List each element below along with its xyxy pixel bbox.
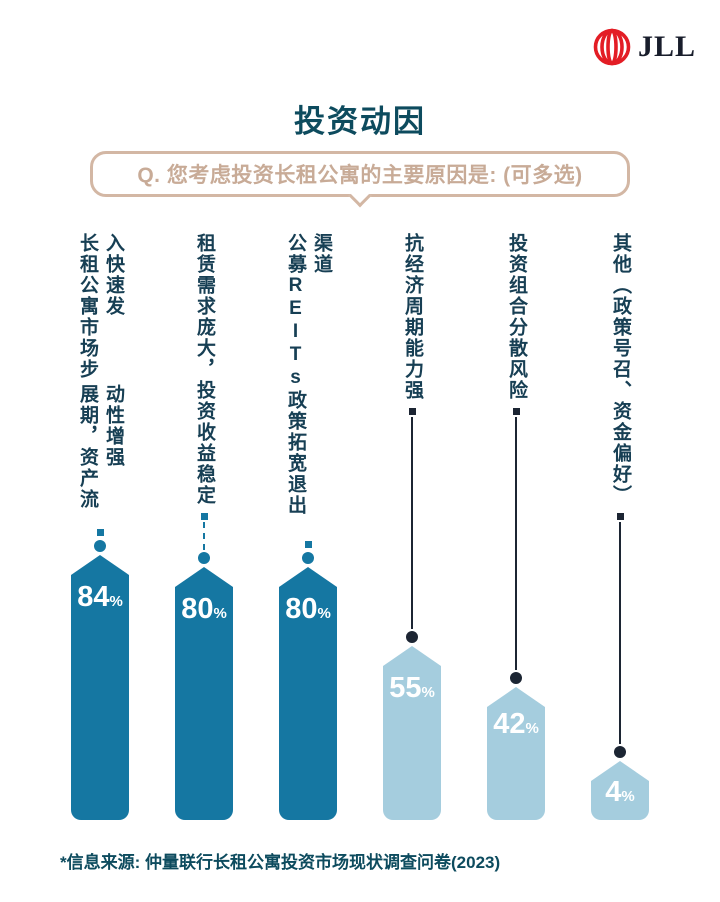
category-label-line: 投资组合分散风险 bbox=[506, 233, 527, 401]
category-label-line: 公募REITs政策拓宽退出渠道 bbox=[285, 233, 332, 516]
connector-line bbox=[411, 417, 413, 629]
bar-value-unit: % bbox=[317, 605, 331, 622]
category-label: 抗经济周期能力强 bbox=[399, 233, 425, 401]
question-text: Q. 您考虑投资长租公寓的主要原因是: (可多选) bbox=[137, 164, 583, 187]
value-bar: 55% bbox=[383, 646, 441, 820]
category-label: 其他（政策号召、资金偏好） bbox=[607, 233, 633, 506]
connector-dot-icon bbox=[94, 540, 106, 552]
category-label: 公募REITs政策拓宽退出渠道 bbox=[282, 233, 334, 534]
bar-value-unit: % bbox=[525, 720, 539, 737]
value-bar: 4% bbox=[591, 761, 649, 820]
bar-value-unit: % bbox=[213, 605, 227, 622]
connector-line bbox=[619, 522, 621, 744]
category-label-line: 展期，资产流动性增强 bbox=[77, 384, 124, 511]
category-label: 租赁需求庞大，投资收益稳定 bbox=[191, 233, 217, 506]
connector bbox=[302, 541, 314, 564]
chart-column: 长租公寓市场步入快速发 展期，资产流动性增强 84% bbox=[50, 233, 150, 820]
value-bar: 84% bbox=[71, 555, 129, 820]
bar-value: 42 bbox=[493, 708, 526, 740]
chart-column: 其他（政策号召、资金偏好） 4% bbox=[570, 233, 670, 820]
bar-value-unit: % bbox=[421, 684, 435, 701]
value-bar: 80% bbox=[175, 567, 233, 820]
connector-dot-icon bbox=[198, 552, 210, 564]
category-label: 长租公寓市场步入快速发 展期，资产流动性增强 bbox=[74, 233, 126, 522]
connector bbox=[198, 513, 210, 564]
category-label: 投资组合分散风险 bbox=[503, 233, 529, 401]
bar-value: 84 bbox=[77, 581, 110, 613]
connector-square-icon bbox=[304, 541, 312, 548]
bar-value-unit: % bbox=[621, 788, 635, 805]
bar-value: 80 bbox=[285, 593, 318, 625]
bar-value: 4 bbox=[605, 776, 622, 808]
connector bbox=[94, 529, 106, 552]
category-label-line: 抗经济周期能力强 bbox=[402, 233, 423, 401]
connector-dot-icon bbox=[510, 672, 522, 684]
chart-column: 租赁需求庞大，投资收益稳定 80% bbox=[154, 233, 254, 820]
chart-column: 抗经济周期能力强 55% bbox=[362, 233, 462, 820]
connector-square-icon bbox=[616, 513, 624, 520]
connector-line bbox=[515, 417, 517, 670]
category-label-line: 租赁需求庞大，投资收益稳定 bbox=[194, 233, 215, 506]
page-title: 投资动因 bbox=[294, 104, 426, 139]
connector-dot-icon bbox=[302, 552, 314, 564]
category-label-line: 其他（政策号召、资金偏好） bbox=[610, 233, 631, 506]
connector bbox=[510, 408, 522, 684]
category-label-line: 长租公寓市场步入快速发 bbox=[77, 233, 124, 380]
connector-dot-icon bbox=[406, 631, 418, 643]
connector-dot-icon bbox=[614, 746, 626, 758]
value-bar: 42% bbox=[487, 687, 545, 820]
jll-logo: JLL bbox=[592, 27, 696, 67]
question-box: Q. 您考虑投资长租公寓的主要原因是: (可多选) bbox=[90, 151, 630, 208]
connector-square-icon bbox=[96, 529, 104, 536]
connector-square-icon bbox=[512, 408, 520, 415]
bar-value: 55 bbox=[389, 672, 422, 704]
value-bar: 80% bbox=[279, 567, 337, 820]
connector bbox=[406, 408, 418, 643]
connector bbox=[614, 513, 626, 758]
jll-globe-icon bbox=[593, 28, 631, 66]
connector-square-icon bbox=[200, 513, 208, 520]
bar-value-unit: % bbox=[109, 593, 123, 610]
jll-wordmark: JLL bbox=[637, 30, 696, 63]
chart: 长租公寓市场步入快速发 展期，资产流动性增强 84% 租赁需求庞大，投资收益稳定 80%… bbox=[50, 233, 670, 820]
connector-line bbox=[203, 522, 205, 550]
connector-square-icon bbox=[408, 408, 416, 415]
chart-column: 投资组合分散风险 42% bbox=[466, 233, 566, 820]
chart-column: 公募REITs政策拓宽退出渠道 80% bbox=[258, 233, 358, 820]
bar-value: 80 bbox=[181, 593, 214, 625]
source-note: *信息来源: 仲量联行长租公寓投资市场现状调查问卷(2023) bbox=[60, 853, 501, 872]
